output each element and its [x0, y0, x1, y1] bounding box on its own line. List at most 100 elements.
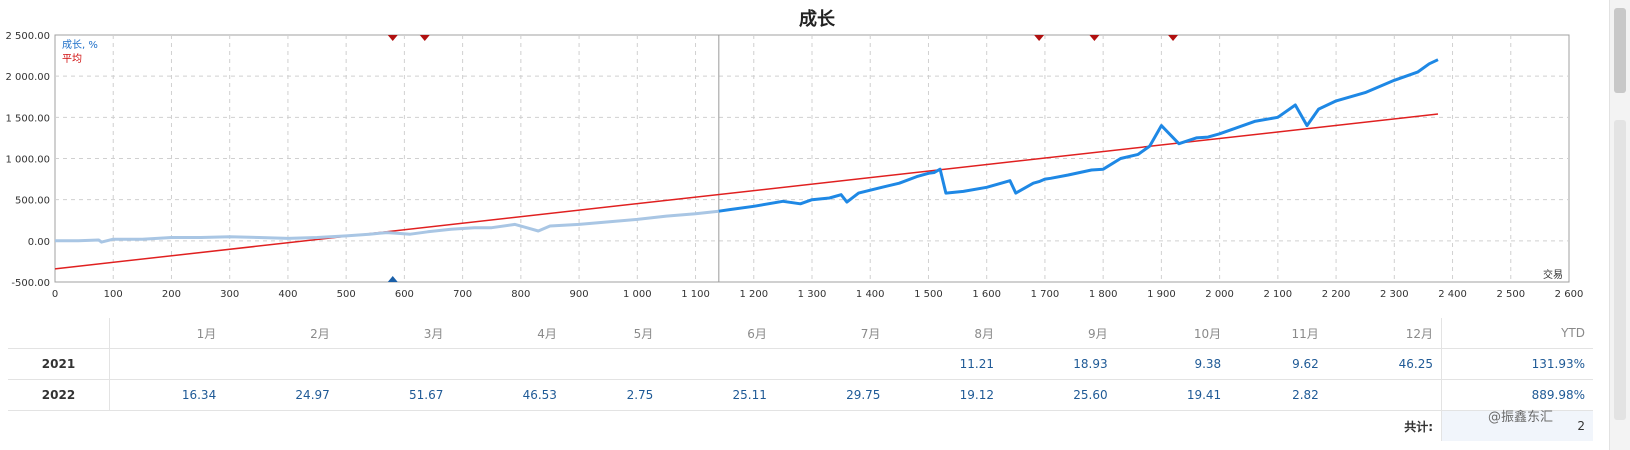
average-line [54, 113, 1439, 270]
bottom-trade-marker [387, 276, 398, 282]
ytd-value: 131.93% [1441, 348, 1593, 380]
ytd-header: YTD [1441, 318, 1593, 349]
x-tick-label: 0 [52, 289, 58, 300]
month-header: 10月 [1115, 318, 1230, 349]
x-tick-label: 2 000 [1205, 289, 1234, 300]
month-header: 2月 [224, 318, 338, 349]
ytd-value: 889.98% [1441, 379, 1593, 411]
month-value [451, 348, 565, 380]
y-tick-label: 2 500.00 [5, 31, 50, 42]
growth-chart: 成长 0 100 200 300 400 500 600 700 800 900 1 000 1 100… [5, 8, 1584, 300]
table-row: 2021 11.21 18.93 9.38 9.62 46.25 131.93% [8, 348, 1593, 380]
x-tick-label: 2 100 [1264, 289, 1293, 300]
month-header: 7月 [774, 318, 889, 349]
month-value: 9.62 [1229, 348, 1327, 380]
month-value: 25.11 [661, 379, 775, 411]
y-tick-label: 2 000.00 [5, 72, 50, 83]
month-value: 29.75 [774, 379, 889, 411]
monthly-returns-table: 1月 2月 3月 4月 5月 6月 7月 8月 9月 10月 11月 12月 Y… [8, 318, 1593, 441]
x-tick-label: 1 300 [798, 289, 827, 300]
vertical-scrollbar[interactable] [1609, 0, 1630, 450]
x-tick-label: 400 [278, 289, 297, 300]
month-header-row: 1月 2月 3月 4月 5月 6月 7月 8月 9月 10月 11月 12月 Y… [8, 318, 1593, 349]
x-tick-label: 700 [453, 289, 472, 300]
top-trade-marker [387, 35, 398, 41]
month-value: 2.82 [1229, 379, 1327, 411]
x-tick-label: 1 800 [1089, 289, 1118, 300]
month-value [564, 348, 662, 380]
month-value: 46.25 [1326, 348, 1442, 380]
month-value [1326, 379, 1442, 411]
month-header: 6月 [661, 318, 775, 349]
month-value: 24.97 [224, 379, 338, 411]
top-trade-marker [1034, 35, 1045, 41]
x-tick-label: 2 200 [1322, 289, 1351, 300]
x-tick-label: 1 700 [1031, 289, 1060, 300]
x-tick-label: 300 [220, 289, 239, 300]
total-label: 共计: [1404, 419, 1433, 434]
x-tick-label: 1 200 [739, 289, 768, 300]
x-tick-label: 100 [104, 289, 123, 300]
x-tick-label: 500 [337, 289, 356, 300]
x-tick-label: 600 [395, 289, 414, 300]
x-tick-label: 800 [511, 289, 530, 300]
total-row: 共计: 2 [8, 410, 1593, 441]
x-tick-label: 2 400 [1438, 289, 1467, 300]
month-header: 1月 [109, 318, 225, 349]
month-value [661, 348, 775, 380]
total-value: 2 [1441, 410, 1593, 441]
month-value [774, 348, 889, 380]
month-value: 51.67 [337, 379, 452, 411]
month-header: 9月 [1002, 318, 1116, 349]
month-header: 12月 [1326, 318, 1442, 349]
year-cell: 2021 [8, 348, 110, 380]
month-value [109, 348, 225, 380]
top-trade-marker [1089, 35, 1100, 41]
x-tick-label: 1 100 [681, 289, 710, 300]
y-tick-label: 500.00 [15, 196, 50, 207]
y-tick-label: -500.00 [11, 278, 50, 289]
x-tick-label: 1 000 [623, 289, 652, 300]
month-value: 19.41 [1115, 379, 1230, 411]
legend-growth: 成长, % [62, 39, 98, 51]
table-row: 2022 16.34 24.97 51.67 46.53 2.75 25.11 … [8, 379, 1593, 411]
top-trade-marker [419, 35, 430, 41]
x-tick-label: 1 600 [972, 289, 1001, 300]
x-tick-label: 1 400 [856, 289, 885, 300]
year-header-cell [8, 318, 110, 349]
x-axis-label: 交易 [1543, 268, 1563, 281]
x-tick-label: 1 500 [914, 289, 943, 300]
month-header: 4月 [451, 318, 565, 349]
year-cell: 2022 [8, 379, 110, 411]
x-tick-label: 2 300 [1380, 289, 1409, 300]
x-tick-label: 900 [570, 289, 589, 300]
chart-title: 成长 [799, 8, 836, 30]
growth-line-history [55, 209, 719, 244]
y-tick-label: 1 500.00 [5, 113, 50, 124]
x-tick-label: 2 600 [1555, 289, 1584, 300]
month-header: 3月 [337, 318, 452, 349]
month-value: 18.93 [1002, 348, 1116, 380]
month-value: 9.38 [1115, 348, 1230, 380]
month-value: 16.34 [109, 379, 225, 411]
month-header: 11月 [1229, 318, 1327, 349]
y-tick-label: 1 000.00 [5, 155, 50, 166]
top-trade-marker [1168, 35, 1179, 41]
scrollbar-track-segment [1614, 120, 1626, 420]
month-value: 19.12 [888, 379, 1003, 411]
x-tick-label: 1 900 [1147, 289, 1176, 300]
month-value: 25.60 [1002, 379, 1116, 411]
month-value: 11.21 [888, 348, 1003, 380]
month-header: 8月 [888, 318, 1003, 349]
month-value [337, 348, 452, 380]
watermark-text: @振鑫东汇 [1488, 410, 1554, 425]
month-value: 46.53 [451, 379, 565, 411]
growth-line [718, 58, 1439, 213]
month-header: 5月 [564, 318, 662, 349]
x-tick-label: 2 500 [1496, 289, 1525, 300]
legend-average: 平均 [62, 53, 82, 65]
x-tick-label: 200 [162, 289, 181, 300]
month-value [224, 348, 338, 380]
scrollbar-thumb[interactable] [1614, 8, 1626, 93]
y-tick-label: 0.00 [28, 237, 50, 248]
